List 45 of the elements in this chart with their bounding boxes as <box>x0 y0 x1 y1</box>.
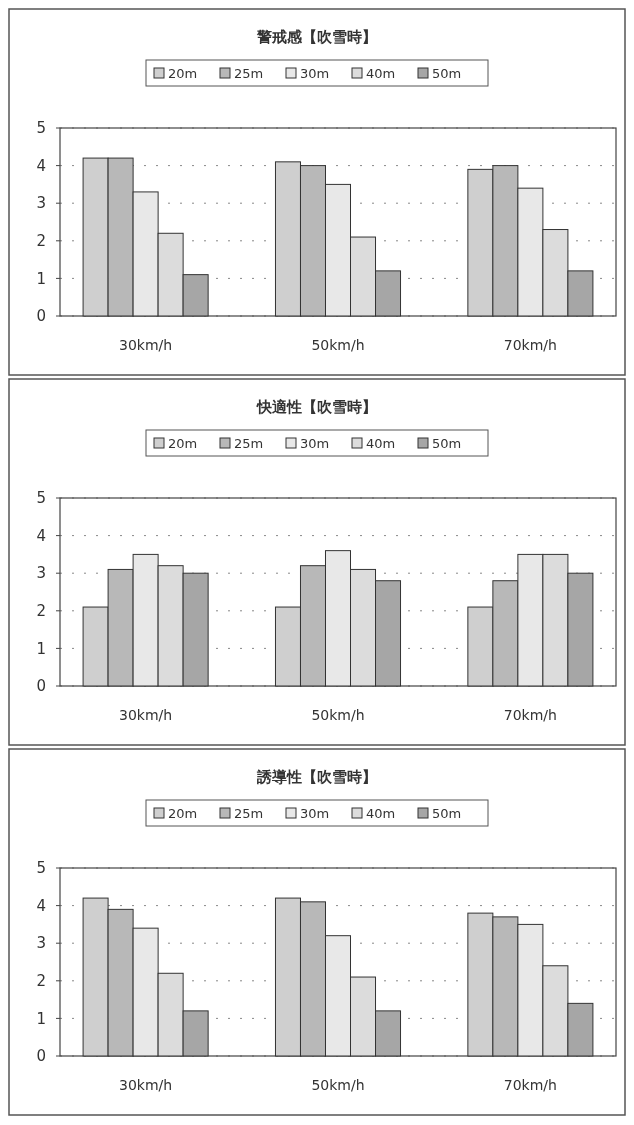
legend-label: 25m <box>234 806 264 821</box>
legend-label: 30m <box>300 66 330 81</box>
x-tick-label: 50km/h <box>311 337 365 353</box>
y-tick-label: 1 <box>36 639 46 658</box>
legend-label: 25m <box>234 66 264 81</box>
chart-title: 警戒感【吹雪時】 <box>256 28 377 46</box>
y-tick-label: 0 <box>36 307 46 326</box>
y-tick-label: 3 <box>36 564 46 583</box>
y-tick-label: 0 <box>36 677 46 696</box>
y-tick-label: 3 <box>36 934 46 953</box>
x-tick-label: 30km/h <box>119 337 173 353</box>
legend-label: 20m <box>168 436 198 451</box>
x-tick-label: 50km/h <box>311 1077 365 1093</box>
y-tick-label: 5 <box>36 859 46 878</box>
legend-label: 50m <box>432 436 462 451</box>
x-tick-label: 30km/h <box>119 1077 173 1093</box>
legend-label: 30m <box>300 806 330 821</box>
legend-label: 25m <box>234 436 264 451</box>
x-tick-label: 30km/h <box>119 707 173 723</box>
chart-title: 快適性【吹雪時】 <box>256 398 377 416</box>
y-tick-label: 5 <box>36 119 46 138</box>
y-tick-label: 3 <box>36 194 46 213</box>
legend-label: 50m <box>432 806 462 821</box>
legend-label: 20m <box>168 806 198 821</box>
y-tick-label: 4 <box>36 526 46 545</box>
y-tick-label: 1 <box>36 269 46 288</box>
x-tick-label: 70km/h <box>503 707 557 723</box>
y-tick-label: 1 <box>36 1009 46 1028</box>
y-tick-label: 4 <box>36 156 46 175</box>
y-tick-label: 5 <box>36 489 46 508</box>
y-tick-label: 2 <box>36 972 46 991</box>
y-tick-label: 4 <box>36 896 46 915</box>
legend-label: 40m <box>366 806 396 821</box>
chart-title: 誘導性【吹雪時】 <box>256 768 377 786</box>
legend-label: 50m <box>432 66 462 81</box>
legend-label: 30m <box>300 436 330 451</box>
legend-label: 40m <box>366 436 396 451</box>
legend-label: 20m <box>168 66 198 81</box>
y-tick-label: 2 <box>36 232 46 251</box>
x-tick-label: 70km/h <box>503 1077 557 1093</box>
x-tick-label: 50km/h <box>311 707 365 723</box>
x-tick-label: 70km/h <box>503 337 557 353</box>
y-tick-label: 0 <box>36 1047 46 1066</box>
y-tick-label: 2 <box>36 602 46 621</box>
legend-label: 40m <box>366 66 396 81</box>
